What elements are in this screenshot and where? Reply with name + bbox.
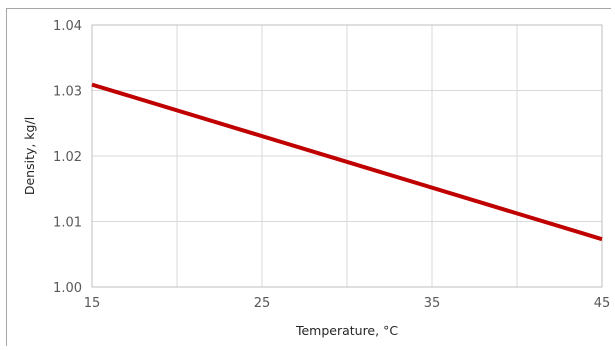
chart-frame: [6, 8, 611, 346]
y-axis-title: Density, kg/l: [22, 117, 37, 195]
x-tick-label: 45: [594, 296, 611, 311]
x-axis-title: Temperature, °C: [295, 323, 398, 338]
series-group: [91, 82, 603, 242]
density-line: [91, 82, 603, 242]
x-tick-label: 15: [84, 296, 101, 311]
tick-labels: 15 25 35 45 1.00 1.01 1.02 1.03 1.04: [53, 19, 610, 311]
grid: [91, 24, 603, 288]
y-tick-label: 1.02: [53, 150, 82, 165]
y-tick-label: 1.01: [53, 216, 82, 231]
y-tick-label: 1.03: [53, 85, 82, 100]
y-tick-label: 1.00: [53, 281, 82, 296]
plot-border: [91, 24, 603, 288]
y-tick-label: 1.04: [53, 19, 82, 34]
x-tick-label: 35: [424, 296, 441, 311]
x-tick-label: 25: [254, 296, 271, 311]
